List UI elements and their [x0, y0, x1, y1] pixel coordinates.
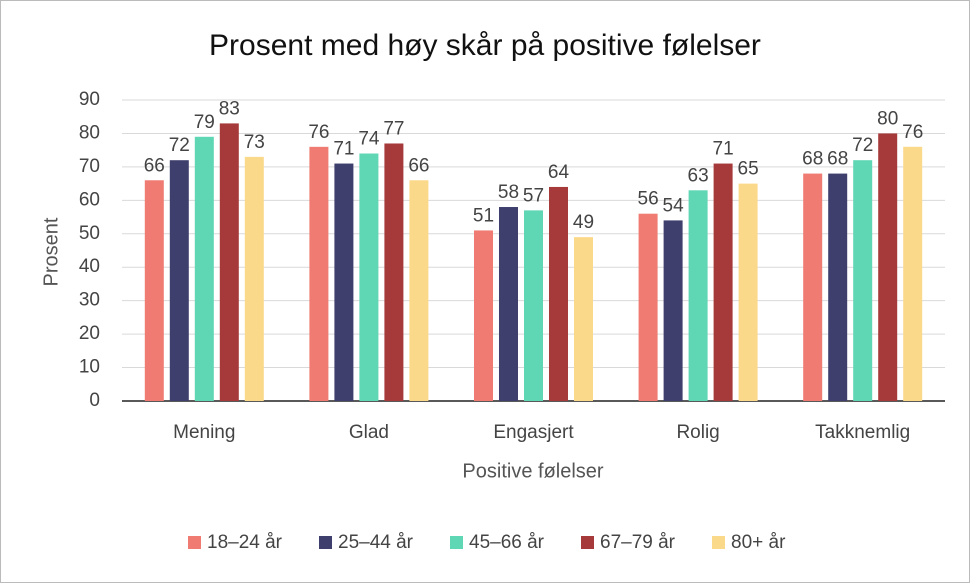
y-tick-label: 60	[79, 189, 100, 210]
bar	[409, 180, 429, 401]
legend-swatch	[450, 536, 463, 549]
legend-label: 67–79 år	[600, 532, 676, 553]
bar	[903, 146, 923, 401]
legend-label: 45–66 år	[469, 532, 545, 553]
value-label: 79	[194, 112, 215, 133]
x-tick-label: Rolig	[676, 422, 719, 443]
y-tick-label: 90	[79, 89, 100, 110]
legend-label: 25–44 år	[338, 532, 414, 553]
bar	[574, 237, 593, 401]
bar	[169, 160, 189, 401]
bar	[144, 180, 164, 401]
legend-label: 80+ år	[731, 532, 786, 553]
value-label: 72	[169, 135, 190, 156]
x-tick-label: Glad	[349, 422, 389, 443]
legend-label: 18–24 år	[207, 532, 283, 553]
legend-swatch	[319, 536, 332, 549]
legend-swatch	[712, 536, 725, 549]
value-label: 68	[827, 149, 848, 170]
x-axis-label: Positive følelser	[462, 460, 603, 482]
bar	[309, 146, 329, 401]
bar	[524, 210, 543, 401]
value-label: 77	[383, 118, 404, 139]
value-label: 76	[902, 122, 923, 143]
value-label: 83	[219, 98, 240, 119]
value-label: 56	[638, 189, 659, 210]
x-tick-label: Mening	[173, 422, 235, 443]
legend-swatch	[581, 536, 594, 549]
value-label: 68	[802, 149, 823, 170]
y-tick-label: 0	[89, 390, 100, 411]
value-label: 72	[852, 135, 873, 156]
bar	[499, 207, 518, 401]
legend-swatch	[188, 536, 201, 549]
value-label: 66	[144, 155, 165, 176]
value-label: 57	[523, 185, 544, 206]
y-tick-label: 70	[79, 156, 100, 177]
bar	[853, 160, 873, 401]
bar	[738, 183, 758, 401]
value-label: 73	[244, 132, 265, 153]
chart-title: Prosent med høy skår på positive følelse…	[209, 29, 761, 62]
value-label: 49	[573, 212, 594, 233]
bar	[194, 136, 214, 402]
bar	[549, 186, 568, 401]
bar	[713, 163, 733, 401]
y-tick-label: 10	[79, 357, 100, 378]
bar	[359, 153, 379, 401]
value-label: 74	[358, 129, 380, 150]
x-tick-label: Takknemlig	[815, 422, 910, 443]
value-label: 76	[308, 122, 329, 143]
value-label: 65	[738, 159, 759, 180]
y-tick-label: 40	[79, 256, 100, 277]
x-tick-label: Engasjert	[493, 422, 574, 443]
bar	[803, 173, 823, 401]
bar	[688, 190, 708, 401]
bar	[663, 220, 683, 401]
value-label: 64	[548, 162, 570, 183]
value-label: 54	[663, 195, 685, 216]
y-tick-label: 20	[79, 323, 100, 344]
value-label: 71	[713, 139, 734, 160]
y-tick-label: 80	[79, 122, 100, 143]
y-tick-label: 30	[79, 290, 100, 311]
bar	[638, 213, 658, 401]
value-label: 71	[333, 139, 354, 160]
value-label: 51	[473, 205, 494, 226]
bar	[828, 173, 848, 401]
bar	[334, 163, 354, 401]
value-label: 58	[498, 182, 519, 203]
bar	[244, 156, 264, 401]
value-label: 66	[408, 155, 429, 176]
bar	[384, 143, 404, 401]
value-label: 63	[688, 165, 709, 186]
bar	[219, 123, 239, 402]
y-tick-label: 50	[79, 223, 100, 244]
y-axis-label: Prosent	[40, 217, 62, 286]
value-label: 80	[877, 108, 898, 129]
bar	[878, 133, 898, 401]
bar	[474, 230, 493, 401]
